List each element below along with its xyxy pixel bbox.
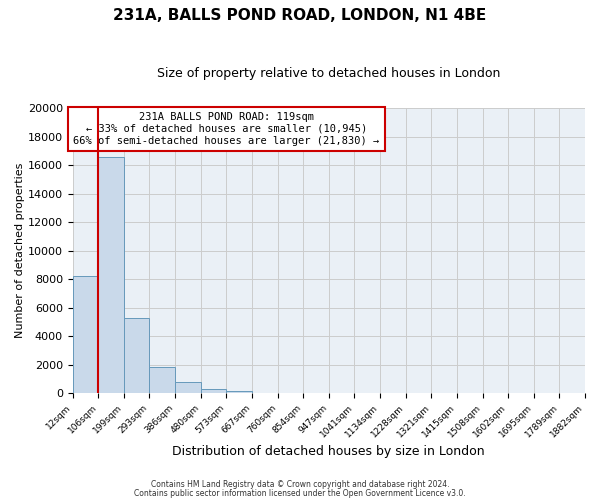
Text: Contains public sector information licensed under the Open Government Licence v3: Contains public sector information licen… xyxy=(134,489,466,498)
Text: Contains HM Land Registry data © Crown copyright and database right 2024.: Contains HM Land Registry data © Crown c… xyxy=(151,480,449,489)
Bar xyxy=(73,276,98,393)
Bar xyxy=(201,389,226,393)
X-axis label: Distribution of detached houses by size in London: Distribution of detached houses by size … xyxy=(173,444,485,458)
Bar xyxy=(149,368,175,393)
Y-axis label: Number of detached properties: Number of detached properties xyxy=(15,163,25,338)
Bar xyxy=(124,318,149,393)
Bar xyxy=(98,156,124,393)
Bar xyxy=(226,391,252,393)
Bar xyxy=(175,382,201,393)
Text: 231A BALLS POND ROAD: 119sqm
← 33% of detached houses are smaller (10,945)
66% o: 231A BALLS POND ROAD: 119sqm ← 33% of de… xyxy=(73,112,379,146)
Title: Size of property relative to detached houses in London: Size of property relative to detached ho… xyxy=(157,68,500,80)
Text: 231A, BALLS POND ROAD, LONDON, N1 4BE: 231A, BALLS POND ROAD, LONDON, N1 4BE xyxy=(113,8,487,22)
